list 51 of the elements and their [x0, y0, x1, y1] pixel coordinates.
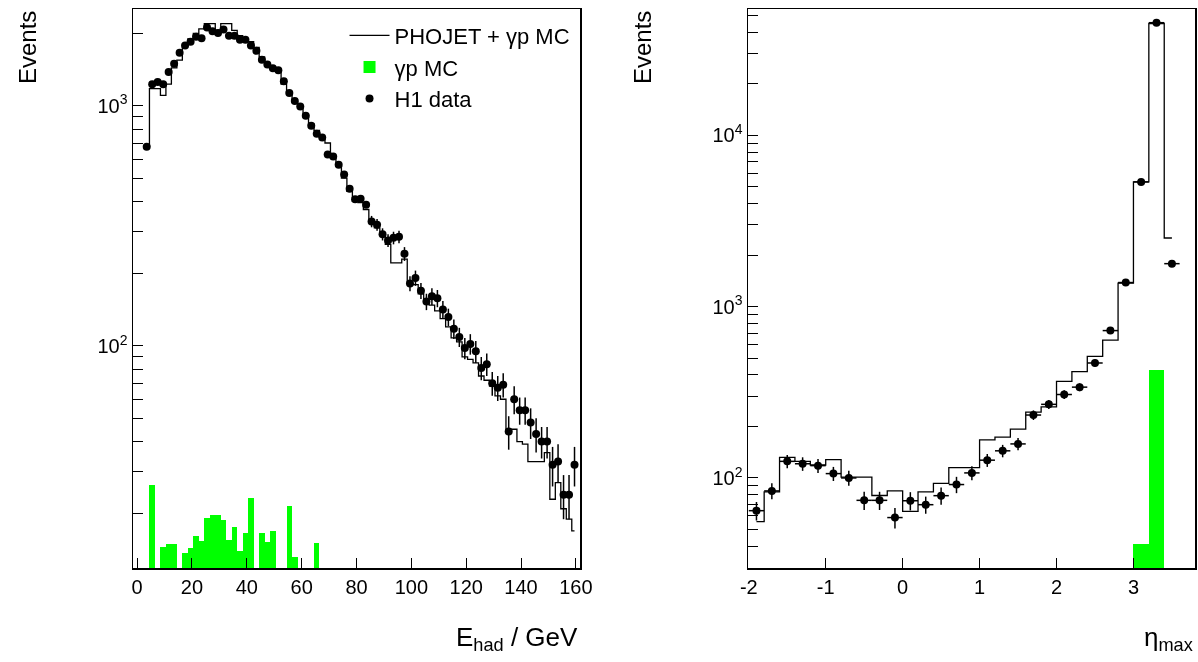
y-tick-label: 10$^{4}$ [712, 121, 743, 147]
point [921, 500, 930, 509]
point [1060, 390, 1069, 399]
y-tick-label: 10$^{3}$ [712, 292, 743, 318]
legend-label: γp MC [394, 55, 459, 81]
x-tick-label: 0 [897, 575, 909, 598]
x-axis-title: E$_{had}$ / GeV [456, 622, 579, 656]
x-tick-label: 80 [345, 575, 368, 598]
point [937, 491, 946, 500]
point [1090, 358, 1099, 367]
point [767, 486, 776, 495]
x-tick-label: 120 [449, 575, 483, 598]
point [752, 506, 761, 515]
x-tick-label: 140 [504, 575, 538, 598]
x-tick-label: -1 [816, 575, 835, 598]
x-tick-label: 100 [394, 575, 429, 598]
point [798, 459, 807, 468]
y-tick-label: 10$^{3}$ [97, 91, 128, 117]
y-axis-title: Events [629, 10, 656, 84]
point [875, 496, 884, 505]
x-tick-label: 60 [290, 575, 313, 598]
point [1121, 278, 1130, 287]
y-axis-title: Events [14, 10, 41, 84]
point [967, 468, 976, 477]
legend-label: PHOJET + γp MC [394, 23, 570, 49]
point [783, 457, 792, 466]
point [1044, 400, 1053, 409]
point [890, 513, 899, 522]
x-tick-label: 40 [235, 575, 258, 598]
x-tick-label: 1 [974, 575, 986, 598]
point [1014, 439, 1023, 448]
x-tick-label: 20 [180, 575, 204, 598]
x-tick-label: 160 [559, 575, 593, 598]
point [906, 496, 915, 505]
legend-label: H1 data [394, 87, 473, 113]
point [952, 480, 961, 489]
y-tick-label: 10$^{2}$ [712, 463, 743, 489]
point [814, 461, 823, 470]
x-tick-label: 2 [1050, 575, 1063, 598]
point [844, 473, 853, 482]
x-tick-label: -2 [739, 575, 758, 598]
point [829, 469, 838, 478]
point [1167, 259, 1176, 268]
point [998, 446, 1007, 455]
point [860, 496, 869, 505]
y-tick-label: 10$^{2}$ [97, 331, 128, 357]
x-tick-label: 0 [131, 575, 143, 598]
point [983, 456, 992, 465]
x-tick-label: 3 [1127, 575, 1140, 598]
point [1137, 177, 1146, 186]
x-axis-title: η$_{max}$ [1144, 622, 1193, 656]
